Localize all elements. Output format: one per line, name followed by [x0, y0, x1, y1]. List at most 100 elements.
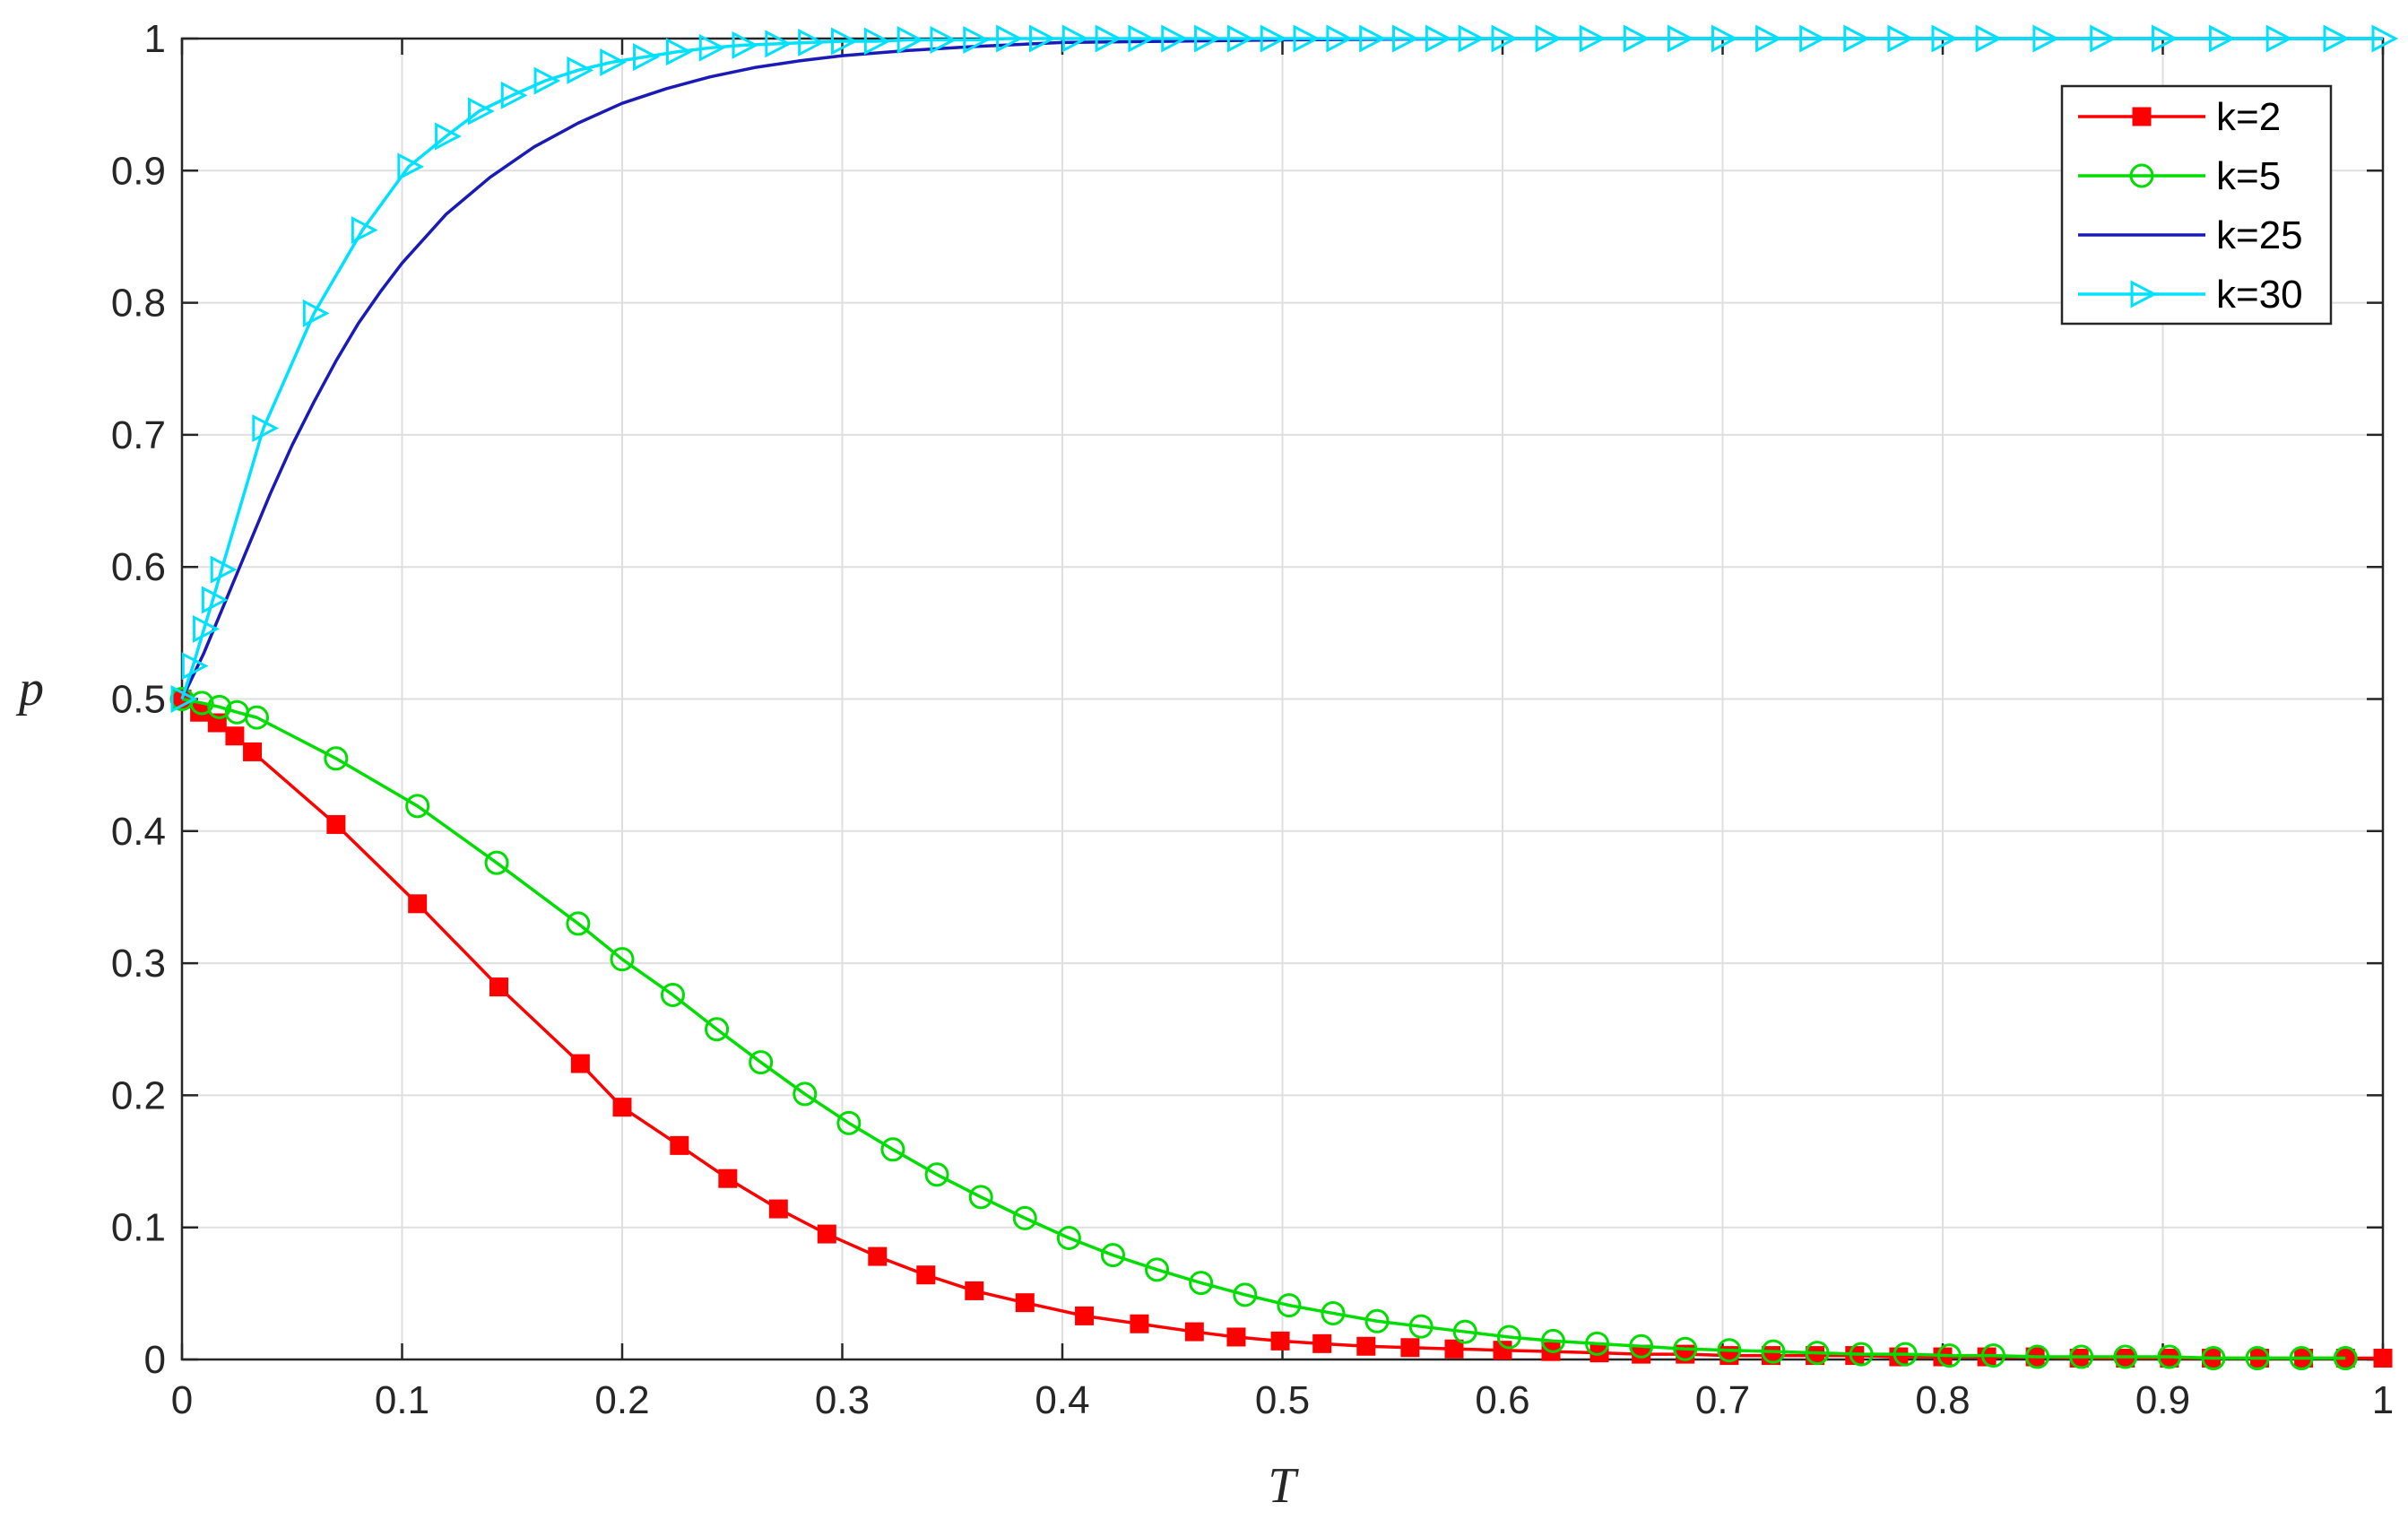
data-point [1623, 24, 1650, 53]
data-point [868, 1246, 888, 1266]
legend: k=2 k=5 k=25 k=30 [2060, 84, 2333, 326]
data-point [610, 947, 635, 972]
data-point [798, 28, 825, 56]
data-point [467, 97, 495, 126]
y-tick-label: 0.7 [111, 413, 166, 457]
data-point [1799, 24, 1826, 53]
data-point [1061, 24, 1089, 53]
data-point [1321, 1300, 1346, 1325]
data-point [2152, 24, 2178, 53]
data-point [326, 814, 346, 834]
data-point [1755, 24, 1782, 53]
data-point [405, 794, 430, 819]
data-point [2245, 1346, 2270, 1371]
data-point [1711, 24, 1738, 53]
data-point [831, 27, 858, 56]
data-point [968, 1185, 993, 1210]
x-tick-label: 0.3 [815, 1378, 870, 1422]
data-point [1364, 1308, 1390, 1333]
x-tick-label: 0.8 [1915, 1378, 1970, 1422]
data-point [2371, 24, 2399, 53]
data-point [1936, 1343, 1962, 1368]
x-tick-label: 0.1 [375, 1378, 429, 1422]
data-point [189, 691, 214, 716]
data-point [718, 1168, 738, 1188]
data-point [836, 1110, 862, 1135]
x-tick-label: 0.5 [1255, 1378, 1310, 1422]
data-point [633, 43, 660, 72]
data-point [1012, 1205, 1037, 1230]
data-point [600, 48, 627, 76]
data-point [1312, 1333, 1332, 1353]
data-point [930, 26, 957, 54]
data-point [1629, 1333, 1654, 1359]
x-tick-label: 0.2 [594, 1378, 649, 1422]
series-group [169, 24, 2399, 1371]
data-point [1761, 1339, 1786, 1364]
data-point [1095, 24, 1122, 53]
data-point [1015, 1293, 1035, 1313]
y-tick-label: 0.1 [111, 1206, 166, 1250]
x-tick-label: 0.4 [1035, 1378, 1089, 1422]
data-point [1028, 24, 1056, 53]
data-point [996, 24, 1023, 53]
data-point [1535, 24, 1563, 53]
data-point [1425, 24, 1452, 53]
y-tick-label: 0.5 [111, 678, 166, 722]
x-tick-label: 0 [171, 1378, 193, 1422]
data-point [1975, 24, 2003, 53]
data-point [1849, 1342, 1874, 1367]
data-point [1075, 1306, 1095, 1325]
data-point [793, 1081, 818, 1107]
data-point [2113, 1344, 2138, 1369]
data-point [170, 685, 198, 713]
data-point [408, 894, 428, 914]
data-point [897, 26, 924, 54]
data-point [2032, 24, 2060, 53]
x-tick-label: 0.7 [1695, 1378, 1750, 1422]
data-point [1359, 24, 1386, 53]
data-point [2323, 24, 2351, 53]
data-point [749, 1050, 774, 1075]
data-point [2208, 24, 2236, 53]
data-point [963, 26, 991, 54]
data-point [489, 977, 509, 997]
data-point [533, 66, 561, 95]
axis-ticks: 0 0.1 0.2 0.3 0.4 0.5 0.6 0.7 0.8 0.9 1 0 0.1 0.2 0.3 0… [111, 17, 2394, 1422]
data-point [612, 1098, 632, 1117]
data-point [1356, 1336, 1376, 1356]
data-point [2201, 1346, 2226, 1371]
data-point [2333, 1346, 2358, 1371]
data-point [698, 33, 726, 62]
data-point [1130, 1314, 1149, 1333]
y-tick-label: 0 [144, 1338, 166, 1382]
data-point [207, 694, 232, 719]
data-point [1400, 1338, 1420, 1358]
data-point [1100, 1243, 1125, 1268]
data-point [1444, 1339, 1464, 1359]
data-point [1893, 1342, 1918, 1367]
data-point [2157, 1344, 2182, 1369]
data-point [1189, 1271, 1214, 1296]
data-point [1293, 24, 1321, 53]
data-point [1408, 1314, 1434, 1339]
data-point [193, 614, 220, 643]
y-tick-label: 1 [144, 17, 166, 61]
data-point [1270, 1331, 1290, 1351]
data-point [1843, 24, 1871, 53]
data-point [660, 982, 685, 1007]
data-point [924, 1162, 949, 1187]
data-point [765, 30, 793, 58]
legend-label: k=2 [2216, 95, 2281, 139]
data-point [1161, 24, 1189, 53]
data-point [1145, 1257, 1170, 1282]
data-point [2069, 1344, 2094, 1369]
legend-label: k=30 [2216, 273, 2303, 317]
data-point [500, 81, 528, 109]
data-point [1980, 1343, 2005, 1368]
y-tick-label: 0.3 [111, 942, 166, 986]
data-point [1717, 1338, 1742, 1363]
data-point [566, 911, 591, 936]
data-point [397, 152, 425, 181]
data-point [1194, 24, 1221, 53]
